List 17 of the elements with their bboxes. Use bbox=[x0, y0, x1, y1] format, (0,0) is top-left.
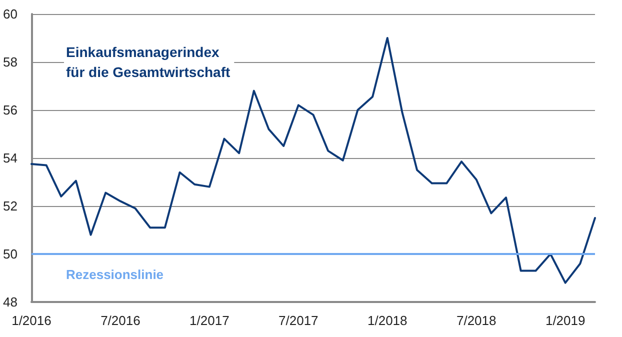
y-tick-label: 48 bbox=[2, 294, 18, 310]
y-tick-label: 60 bbox=[2, 6, 18, 22]
x-tick-label: 7/2018 bbox=[456, 313, 496, 328]
line-series bbox=[30, 37, 596, 284]
series-label: Einkaufsmanagerindex für die Gesamtwirtschaft bbox=[66, 44, 230, 80]
y-tick-label: 56 bbox=[2, 102, 18, 118]
ref-line-label: Rezessionslinie bbox=[66, 267, 164, 282]
y-tick-label: 54 bbox=[2, 150, 18, 166]
y-tick-label: 58 bbox=[2, 54, 18, 70]
x-tick-label: 7/2016 bbox=[100, 313, 140, 328]
y-tick-label: 50 bbox=[2, 246, 18, 262]
x-tick-label: 1/2016 bbox=[12, 313, 52, 328]
x-tick-label: 1/2017 bbox=[190, 313, 230, 328]
y-tick-label: 52 bbox=[2, 198, 18, 214]
x-tick-label: 1/2018 bbox=[367, 313, 408, 328]
x-tick-label: 1/2019 bbox=[545, 313, 586, 328]
x-tick-label: 7/2017 bbox=[278, 313, 318, 328]
